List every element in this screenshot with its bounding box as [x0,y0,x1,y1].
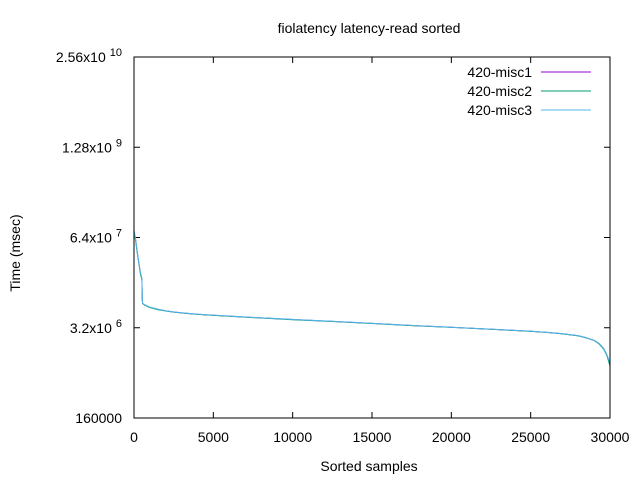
legend-label: 420-misc2 [467,83,532,99]
legend-label: 420-misc3 [467,102,532,118]
y-tick-label-base: 2.56x10 [56,49,106,65]
y-tick-label: 1.28x10 9 [62,137,122,155]
x-tick-label: 25000 [511,429,550,445]
x-tick-label: 30000 [591,429,630,445]
x-tick-label: 20000 [432,429,471,445]
y-tick-label-exponent: 10 [110,47,122,59]
y-axis-label: Time (msec) [7,214,23,291]
y-tick-label-base: 6.4x10 [70,230,112,246]
chart-title: fiolatency latency-read sorted [278,20,461,36]
series-line-420-misc3 [133,229,611,363]
x-axis-label: Sorted samples [320,458,417,474]
x-tick-label: 5000 [198,429,229,445]
y-tick-label-exponent: 7 [116,228,122,240]
y-tick-label-base: 1.28x10 [62,139,112,155]
y-tick-label-base: 160000 [75,410,122,426]
x-tick-label: 10000 [273,429,312,445]
x-tick-label: 0 [130,429,138,445]
y-tick-label: 160000 [75,410,122,426]
y-tick-label-exponent: 6 [116,318,122,330]
y-tick-label-base: 3.2x10 [70,320,112,336]
y-tick-label-exponent: 9 [116,137,122,149]
legend-label: 420-misc1 [467,64,532,80]
series-group [133,229,611,367]
x-tick-label: 15000 [353,429,392,445]
y-tick-label: 6.4x10 7 [70,228,122,246]
axis-ticks: 0 5000 10000 15000 20000 25000 30000 160000 3.2x… [56,47,630,445]
y-tick-label: 2.56x10 10 [56,47,122,65]
legend: 420-misc1 420-misc2 420-misc3 [467,64,591,118]
plot-frame [133,56,611,419]
y-tick-label: 3.2x10 6 [70,318,122,336]
